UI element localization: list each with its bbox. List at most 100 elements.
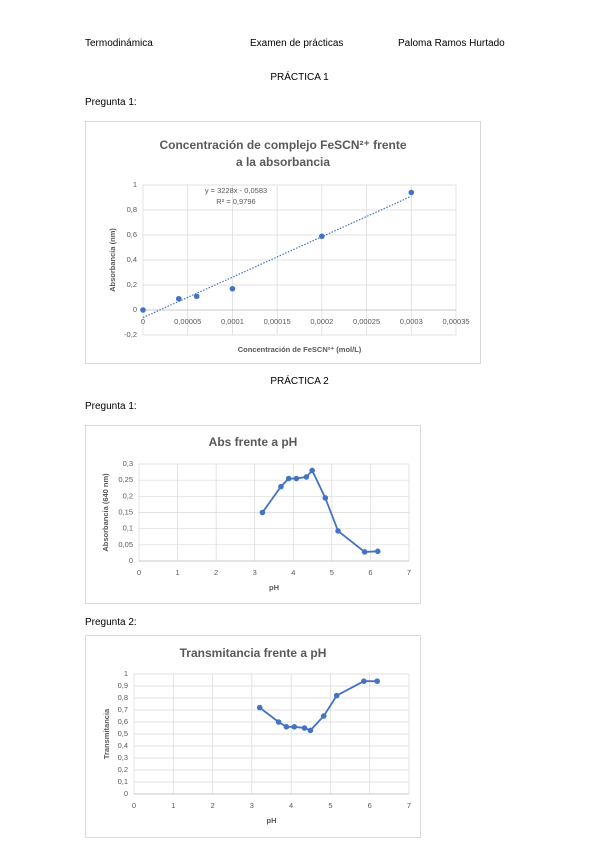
y-tick-label: 0,7	[118, 705, 128, 714]
point	[320, 713, 327, 719]
heading: PRÁCTICA 2	[270, 376, 329, 387]
question: Pregunta 2:	[85, 617, 137, 628]
series-line	[261, 468, 378, 553]
y-axis-title: Absorbancia (640 nm)	[101, 473, 110, 552]
annotation: R² = 0,9796	[216, 197, 255, 206]
x-tick-label: 7	[407, 568, 411, 577]
point	[291, 724, 298, 730]
x-tick-label: 0,00035	[442, 317, 469, 326]
y-tick-label: 0	[129, 556, 133, 565]
y-tick-label: 0,3	[118, 753, 128, 762]
x-tick-label: 3	[253, 568, 257, 577]
y-axis-title: Transmitancia	[102, 708, 111, 759]
y-tick-label: 1	[124, 669, 128, 678]
x-tick-label: 4	[289, 801, 293, 810]
x-tick-label: 6	[368, 801, 372, 810]
plot: 0 0,1 0,2 0,3 0,4 0,5 0,6 0,7 0,8 0,9 1 0 1 2 3 4 5 6 7 pH T…	[102, 669, 411, 825]
point	[193, 293, 200, 300]
x-tick-label: 5	[328, 801, 332, 810]
point	[293, 475, 300, 482]
x-axis-title: Concentración de FeSCN²⁺ (mol/L)	[238, 345, 362, 354]
chart-title: Abs frente a pH	[208, 435, 298, 449]
chart: Abs frente a pH 0 0,05 0,1 0,15 0,2 0,25 0,3 0 1…	[85, 425, 421, 604]
y-tick-label: 0,2	[123, 491, 133, 500]
point	[333, 692, 340, 699]
x-tick-label: 0	[137, 568, 141, 577]
x-tick-label: 0,0002	[310, 317, 333, 326]
y-tick-label: 0,3	[123, 459, 133, 468]
author: Paloma Ramos Hurtado	[398, 38, 505, 49]
x-tick-label: 0,00015	[264, 317, 291, 326]
x-tick-label: 5	[330, 568, 334, 577]
point	[256, 704, 263, 711]
point	[361, 549, 368, 555]
x-tick-label: 0	[141, 317, 145, 326]
point	[307, 727, 314, 734]
point	[303, 474, 310, 480]
point	[361, 678, 367, 684]
x-tick-label: 7	[407, 801, 411, 810]
y-tick-label: 0	[124, 789, 128, 798]
point	[374, 548, 381, 555]
x-tick-label: 1	[171, 801, 175, 810]
chart: Transmitancia frente a pH 0 0,1 0,2 0,3 0,4 0…	[85, 635, 421, 838]
point	[374, 678, 380, 684]
y-tick-label: 0,2	[118, 765, 128, 774]
point	[285, 475, 292, 482]
chart-title: Transmitancia frente a pH	[179, 646, 327, 660]
series-line	[259, 680, 378, 732]
point	[140, 307, 146, 313]
x-tick-label: 0,00005	[174, 317, 201, 326]
y-tick-label: 0,6	[118, 717, 128, 726]
point	[319, 233, 325, 240]
plot: -0,2 0 0,2 0,4 0,6 0,8 1 0 0,00005 0,0001 0,00015 0…	[108, 180, 470, 354]
chart-title: Concentración de complejo FeSCN²⁺ frente…	[159, 138, 407, 169]
y-tick-label: 0,8	[127, 205, 137, 214]
y-tick-label: 0,1	[118, 777, 128, 786]
x-tick-label: 4	[291, 568, 295, 577]
x-tick-label: 0,0001	[221, 317, 244, 326]
point	[278, 483, 284, 490]
y-tick-label: 0	[133, 305, 137, 314]
point	[301, 725, 308, 731]
trendline	[142, 195, 412, 319]
point	[408, 189, 415, 196]
y-tick-label: 0,8	[118, 693, 128, 702]
x-axis-title: pH	[269, 583, 279, 592]
point	[283, 724, 290, 730]
y-axis-title: Absorbancia (nm)	[108, 228, 117, 292]
chart: Concentración de complejo FeSCN²⁺ frente…	[85, 121, 481, 364]
point	[309, 467, 315, 474]
question: Pregunta 1:	[85, 401, 137, 412]
point	[175, 295, 182, 302]
y-tick-label: 0,2	[127, 280, 137, 289]
x-tick-label: 3	[250, 801, 254, 810]
y-tick-label: 0,5	[118, 729, 128, 738]
point	[335, 528, 341, 534]
question: Pregunta 1:	[85, 97, 137, 108]
x-axis-title: pH	[267, 816, 277, 825]
x-tick-label: 6	[368, 568, 372, 577]
y-tick-label: 0,9	[118, 681, 128, 690]
y-tick-label: 1	[133, 180, 137, 189]
annotation: y = 3228x - 0,0583	[205, 186, 267, 195]
y-tick-label: 0,6	[127, 230, 137, 239]
x-tick-label: 0	[132, 801, 136, 810]
heading: PRÁCTICA 1	[270, 72, 329, 83]
x-tick-label: 2	[210, 801, 214, 810]
y-tick-label: -0,2	[124, 330, 137, 339]
x-tick-label: 1	[175, 568, 179, 577]
point	[275, 719, 282, 725]
x-tick-label: 0,0003	[400, 317, 423, 326]
x-tick-label: 0,00025	[353, 317, 380, 326]
y-tick-label: 0,4	[118, 741, 128, 750]
subject: Termodinámica	[85, 38, 153, 49]
y-tick-label: 0,15	[118, 507, 133, 516]
point	[259, 509, 266, 516]
point	[229, 285, 236, 292]
y-tick-label: 0,25	[118, 475, 133, 484]
point	[322, 495, 329, 501]
y-tick-label: 0,4	[127, 255, 137, 264]
y-tick-label: 0,05	[118, 540, 133, 549]
